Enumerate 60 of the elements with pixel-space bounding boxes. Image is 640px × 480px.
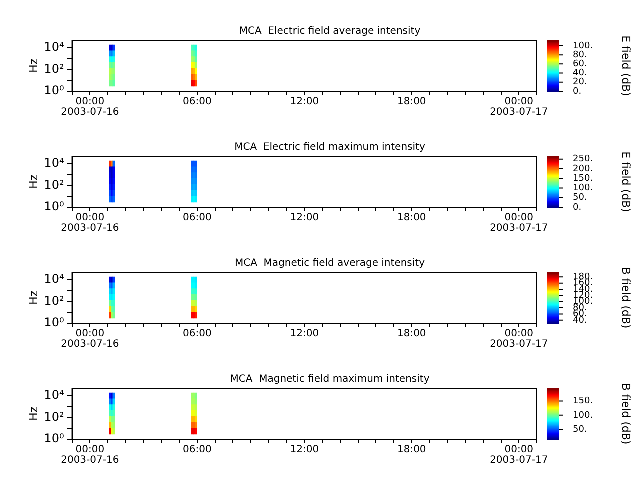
color-bar-label: 100.: [573, 41, 594, 52]
chart-title: MCA Electric field maximum intensity: [234, 142, 426, 154]
x-tick-label: 00:00 2003-07-16: [61, 328, 120, 350]
y-tick-label: 10²: [44, 62, 64, 76]
y-tick-label: 10²: [44, 410, 64, 424]
color-bar-label: 20.: [573, 78, 588, 88]
x-tick-label: 00:00 2003-07-17: [490, 212, 548, 234]
x-tick-label: 00:00 2003-07-16: [61, 212, 120, 234]
y-tick-label: 10⁰: [44, 200, 64, 214]
chart-title: MCA Magnetic field maximum intensity: [230, 374, 430, 386]
color-bar-label: 40.: [573, 316, 588, 326]
y-tick-label: 10⁴: [44, 388, 64, 402]
color-bar-label: 80.: [573, 50, 588, 60]
x-tick-label: 06:00: [182, 96, 212, 108]
color-bar-label: 100.: [573, 410, 594, 421]
color-bar-label: 150.: [573, 174, 594, 184]
color-bar-label: 250.: [573, 154, 594, 165]
color-bar-label: 50.: [573, 193, 588, 204]
y-axis-title: Hz: [27, 290, 40, 306]
x-tick-label: 06:00: [182, 444, 212, 456]
x-tick-label: 12:00: [290, 96, 320, 108]
color-bar-label: 100.: [573, 184, 594, 194]
y-tick-label: 10⁴: [44, 156, 64, 170]
x-tick-label: 00:00 2003-07-16: [61, 444, 120, 466]
x-tick-label: 06:00: [182, 328, 212, 340]
y-axis-title: Hz: [27, 58, 40, 74]
color-bar-label: 40.: [573, 68, 588, 79]
y-tick-label: 10⁴: [44, 272, 64, 286]
y-axis-title: Hz: [27, 174, 40, 190]
x-tick-label: 18:00: [397, 212, 426, 224]
x-tick-label: 12:00: [290, 328, 320, 340]
chart-title: MCA Magnetic field average intensity: [234, 258, 426, 270]
x-tick-label: 12:00: [290, 212, 320, 224]
chart-title: MCA Electric field average intensity: [239, 26, 421, 38]
color-bar-label: 50.: [573, 424, 588, 435]
y-tick-label: 10⁴: [44, 40, 64, 54]
y-tick-label: 10²: [44, 178, 64, 192]
x-tick-label: 18:00: [397, 96, 426, 108]
x-tick-label: 06:00: [182, 212, 212, 224]
color-bar-label: 0.: [573, 202, 582, 213]
y-tick-label: 10⁰: [44, 316, 64, 330]
color-bar-label: 150.: [573, 396, 594, 407]
y-axis-title: Hz: [27, 406, 40, 422]
x-tick-label: 00:00 2003-07-17: [490, 328, 548, 350]
x-tick-label: 18:00: [397, 444, 426, 456]
y-tick-label: 10²: [44, 294, 64, 308]
x-tick-label: 00:00 2003-07-17: [490, 444, 548, 466]
color-bar-title: E field (dB): [620, 36, 633, 96]
x-tick-label: 18:00: [397, 328, 426, 340]
y-tick-label: 10⁰: [44, 432, 64, 446]
color-bar-label: 200.: [573, 164, 594, 174]
y-tick-label: 10⁰: [44, 84, 64, 98]
color-bar-label: 60.: [573, 60, 588, 70]
color-bar-label: 0.: [573, 86, 582, 97]
x-tick-label: 00:00 2003-07-16: [61, 96, 120, 118]
x-tick-label: 00:00 2003-07-17: [490, 96, 548, 118]
x-tick-label: 12:00: [290, 444, 320, 456]
color-bar-title: B field (dB): [620, 383, 633, 445]
color-bar-title: E field (dB): [620, 152, 633, 212]
color-bar-title: B field (dB): [620, 267, 633, 329]
